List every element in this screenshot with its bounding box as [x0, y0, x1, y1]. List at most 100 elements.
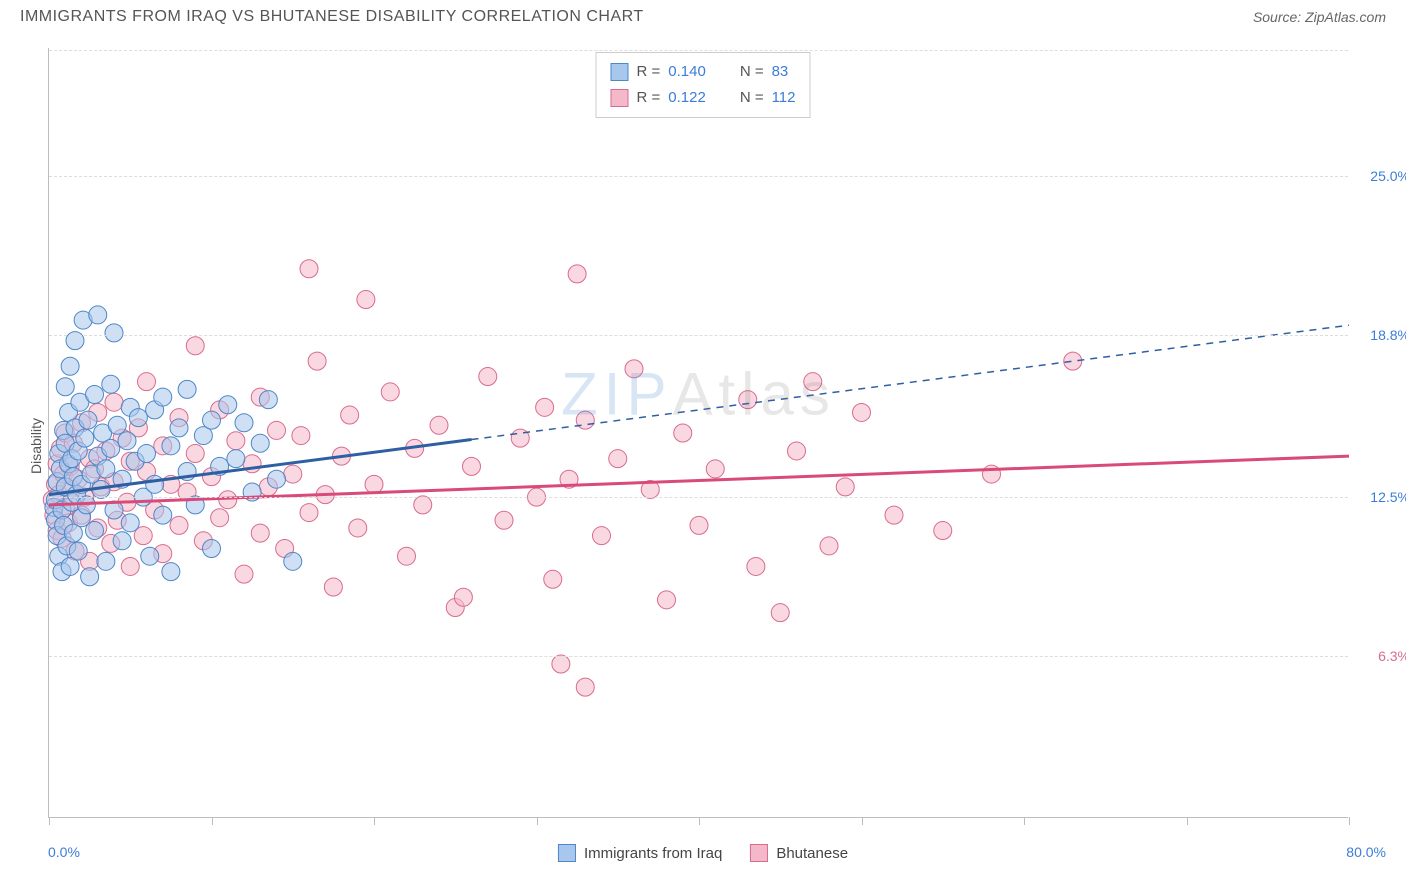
scatter-point-bhutanese	[804, 373, 822, 391]
stats-row-bhutanese: R = 0.122 N = 112	[611, 85, 796, 111]
gridline	[49, 656, 1348, 657]
swatch-iraq-icon	[611, 63, 629, 81]
scatter-point-iraq	[129, 409, 147, 427]
scatter-point-iraq	[81, 568, 99, 586]
stats-row-iraq: R = 0.140 N = 83	[611, 59, 796, 85]
scatter-point-bhutanese	[544, 570, 562, 588]
chart-source: Source: ZipAtlas.com	[1253, 9, 1386, 25]
scatter-point-iraq	[56, 378, 74, 396]
r-value-bhutanese: 0.122	[668, 85, 706, 111]
scatter-point-bhutanese	[268, 421, 286, 439]
scatter-point-bhutanese	[463, 457, 481, 475]
scatter-point-bhutanese	[227, 432, 245, 450]
scatter-point-iraq	[203, 411, 221, 429]
scatter-point-bhutanese	[568, 265, 586, 283]
r-label: R =	[637, 59, 661, 85]
scatter-point-bhutanese	[771, 604, 789, 622]
scatter-point-iraq	[102, 375, 120, 393]
chart-title: IMMIGRANTS FROM IRAQ VS BHUTANESE DISABI…	[20, 8, 644, 26]
x-tick	[49, 817, 50, 825]
scatter-point-bhutanese	[658, 591, 676, 609]
scatter-point-bhutanese	[300, 260, 318, 278]
x-axis-max-label: 80.0%	[1346, 844, 1386, 860]
scatter-point-iraq	[227, 450, 245, 468]
scatter-point-bhutanese	[300, 504, 318, 522]
scatter-point-bhutanese	[747, 557, 765, 575]
scatter-point-bhutanese	[186, 445, 204, 463]
scatter-point-iraq	[113, 532, 131, 550]
n-value-bhutanese: 112	[772, 85, 796, 111]
scatter-point-bhutanese	[674, 424, 692, 442]
scatter-point-bhutanese	[576, 411, 594, 429]
scatter-point-bhutanese	[454, 588, 472, 606]
scatter-point-bhutanese	[609, 450, 627, 468]
x-tick	[1349, 817, 1350, 825]
scatter-point-bhutanese	[284, 465, 302, 483]
scatter-point-iraq	[146, 475, 164, 493]
x-axis-min-label: 0.0%	[48, 844, 80, 860]
scatter-point-bhutanese	[341, 406, 359, 424]
y-tick-label: 18.8%	[1354, 327, 1406, 343]
scatter-point-bhutanese	[349, 519, 367, 537]
chart-plot-area: ZIPAtlas 6.3%12.5%18.8%25.0%	[48, 48, 1348, 818]
n-label: N =	[740, 85, 764, 111]
scatter-point-bhutanese	[983, 465, 1001, 483]
r-value-iraq: 0.140	[668, 59, 706, 85]
scatter-point-bhutanese	[186, 337, 204, 355]
legend-label-bhutanese: Bhutanese	[776, 845, 848, 862]
scatter-point-bhutanese	[381, 383, 399, 401]
scatter-point-iraq	[105, 324, 123, 342]
scatter-point-iraq	[178, 380, 196, 398]
scatter-point-bhutanese	[820, 537, 838, 555]
scatter-point-bhutanese	[576, 678, 594, 696]
scatter-point-bhutanese	[308, 352, 326, 370]
scatter-point-bhutanese	[398, 547, 416, 565]
scatter-point-iraq	[284, 552, 302, 570]
scatter-point-iraq	[121, 514, 139, 532]
scatter-point-bhutanese	[593, 527, 611, 545]
scatter-point-bhutanese	[1064, 352, 1082, 370]
x-tick	[374, 817, 375, 825]
gridline	[49, 335, 1348, 336]
scatter-point-iraq	[259, 391, 277, 409]
scatter-point-iraq	[102, 439, 120, 457]
swatch-bhutanese-icon	[750, 844, 768, 862]
scatter-point-bhutanese	[324, 578, 342, 596]
scatter-point-iraq	[89, 306, 107, 324]
x-tick	[537, 817, 538, 825]
scatter-point-iraq	[66, 332, 84, 350]
scatter-point-iraq	[251, 434, 269, 452]
gridline	[49, 176, 1348, 177]
scatter-point-iraq	[61, 357, 79, 375]
x-tick	[862, 817, 863, 825]
scatter-point-bhutanese	[739, 391, 757, 409]
scatter-point-iraq	[97, 552, 115, 570]
scatter-point-bhutanese	[788, 442, 806, 460]
scatter-point-iraq	[203, 540, 221, 558]
scatter-point-bhutanese	[138, 373, 156, 391]
scatter-point-iraq	[154, 388, 172, 406]
scatter-point-bhutanese	[251, 524, 269, 542]
scatter-point-bhutanese	[414, 496, 432, 514]
r-label: R =	[637, 85, 661, 111]
trendline-dashed-iraq	[472, 325, 1350, 439]
x-tick	[212, 817, 213, 825]
scatter-point-bhutanese	[121, 557, 139, 575]
scatter-point-iraq	[141, 547, 159, 565]
swatch-iraq-icon	[558, 844, 576, 862]
scatter-point-bhutanese	[625, 360, 643, 378]
scatter-point-bhutanese	[934, 522, 952, 540]
scatter-point-bhutanese	[357, 291, 375, 309]
scatter-point-iraq	[76, 429, 94, 447]
series-legend: Immigrants from Iraq Bhutanese	[558, 844, 848, 862]
scatter-point-bhutanese	[552, 655, 570, 673]
scatter-point-bhutanese	[430, 416, 448, 434]
scatter-point-iraq	[170, 419, 188, 437]
scatter-point-iraq	[86, 386, 104, 404]
legend-label-iraq: Immigrants from Iraq	[584, 845, 722, 862]
scatter-point-iraq	[219, 396, 237, 414]
scatter-point-bhutanese	[365, 475, 383, 493]
scatter-point-iraq	[154, 506, 172, 524]
scatter-point-iraq	[97, 460, 115, 478]
x-tick	[699, 817, 700, 825]
